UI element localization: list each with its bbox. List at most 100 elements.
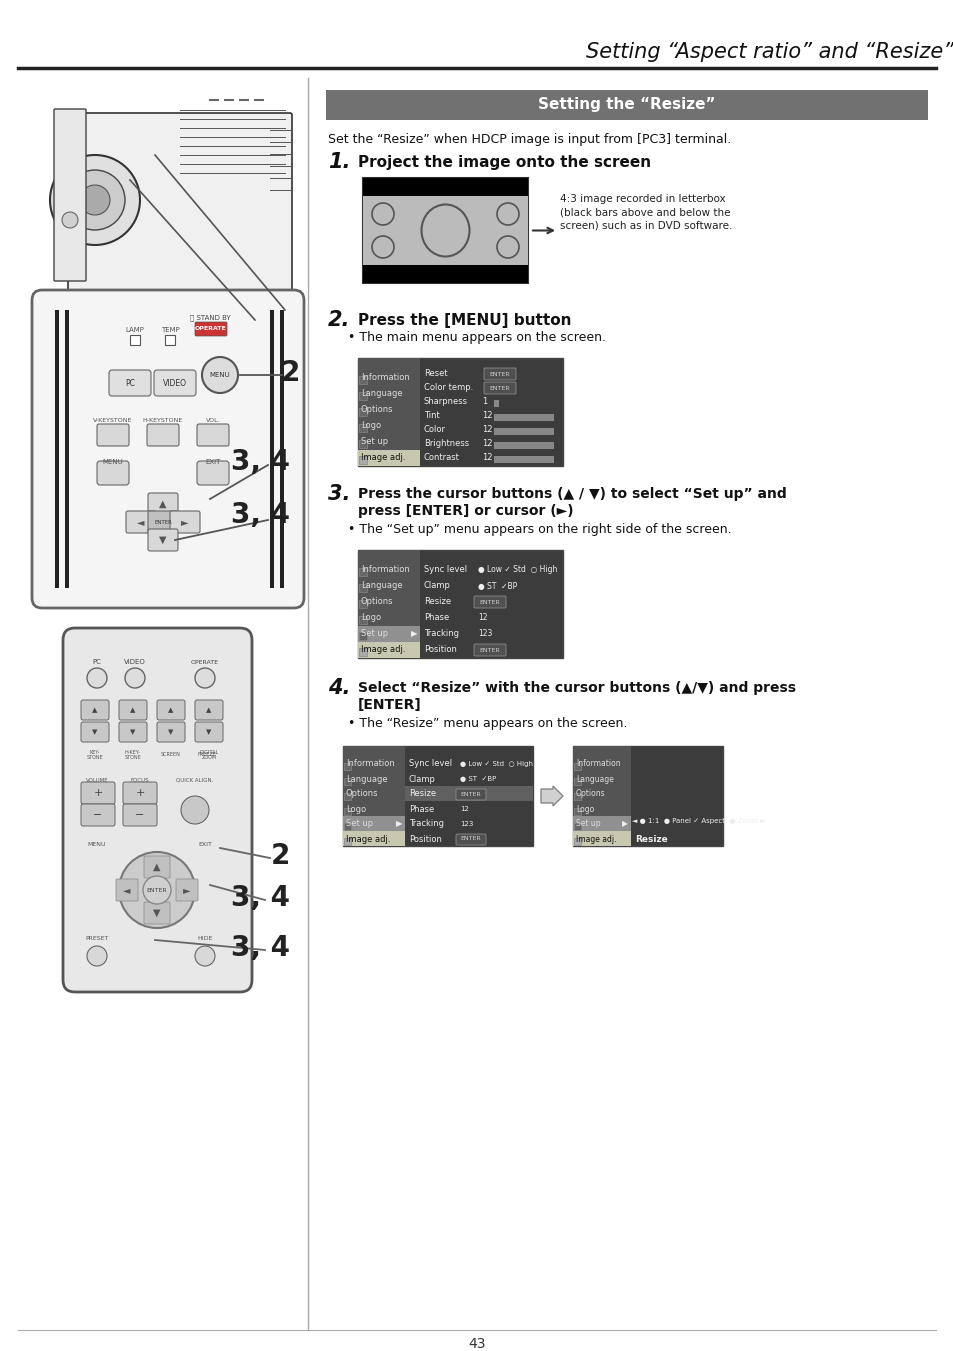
Bar [280,309,284,588]
Text: ◄: ◄ [137,517,145,527]
Text: Sharpness: Sharpness [423,397,468,407]
Text: KEY-
STONE: KEY- STONE [87,750,103,761]
FancyBboxPatch shape [81,721,109,742]
Bar [357,550,562,658]
Text: Sync level: Sync level [423,566,467,574]
FancyBboxPatch shape [123,804,157,825]
Text: PC: PC [125,378,134,388]
Text: ENTER: ENTER [489,385,510,390]
Text: 12: 12 [481,426,492,435]
Text: MENU: MENU [210,372,230,378]
Text: ▼: ▼ [159,535,167,544]
Bar [574,823,580,830]
FancyBboxPatch shape [175,880,198,901]
FancyBboxPatch shape [196,461,229,485]
Text: Logo: Logo [360,422,381,431]
Text: 12: 12 [481,454,492,462]
Circle shape [87,946,107,966]
Text: Set up: Set up [360,438,388,446]
FancyBboxPatch shape [144,857,170,878]
FancyBboxPatch shape [97,424,129,446]
Text: MENU: MENU [103,459,123,465]
FancyBboxPatch shape [456,834,485,844]
Bar [573,746,630,846]
Text: Resize: Resize [409,789,436,798]
FancyBboxPatch shape [196,424,229,446]
Bar [574,793,580,800]
Text: Tracking: Tracking [423,630,458,639]
Text: ▶: ▶ [411,630,416,639]
Text: PC: PC [92,659,101,665]
Bar [494,413,554,422]
FancyBboxPatch shape [63,628,252,992]
Bar [363,178,527,282]
Text: MENU: MENU [88,843,106,847]
Text: +: + [93,788,103,798]
Text: Information: Information [576,759,620,769]
Bar [344,793,351,800]
Text: 123: 123 [477,630,492,639]
Bar [358,600,367,608]
Text: Project the image onto the screen: Project the image onto the screen [357,154,651,169]
Bar [358,424,367,432]
Text: ▼: ▼ [92,730,97,735]
FancyBboxPatch shape [483,367,516,380]
Text: Setting “Aspect ratio” and “Resize”: Setting “Aspect ratio” and “Resize” [585,42,953,62]
Bar [357,626,419,642]
FancyBboxPatch shape [119,700,147,720]
Bar [344,838,351,844]
Text: SCREEN: SCREEN [161,753,181,758]
FancyBboxPatch shape [153,370,195,396]
Text: Brightness: Brightness [423,439,469,449]
Text: Options: Options [346,789,378,798]
Text: Color temp.: Color temp. [423,384,473,393]
Text: H-KEY-
STONE: H-KEY- STONE [125,750,141,761]
Bar [344,823,351,830]
Text: DIGITAL
ZOOM: DIGITAL ZOOM [199,750,218,761]
Text: Contrast: Contrast [423,454,459,462]
Text: VIDEO: VIDEO [124,659,146,665]
Text: EXIT: EXIT [198,843,212,847]
Circle shape [194,667,214,688]
Text: QUICK ALIGN.: QUICK ALIGN. [176,777,213,782]
Text: • The main menu appears on the screen.: • The main menu appears on the screen. [348,331,605,345]
Text: 3, 4: 3, 4 [231,884,290,912]
Text: Image adj.: Image adj. [346,835,390,843]
FancyBboxPatch shape [126,511,156,534]
Text: −: − [93,811,103,820]
Circle shape [119,852,194,928]
FancyBboxPatch shape [474,644,505,657]
Text: TEMP: TEMP [160,327,179,332]
Bar [55,309,59,588]
Text: ▶: ▶ [395,820,402,828]
FancyBboxPatch shape [119,721,147,742]
Text: Information: Information [360,373,410,382]
Text: Image adj.: Image adj. [360,454,405,462]
Bar [270,309,274,588]
Bar [405,786,533,801]
Text: ►: ► [183,885,191,894]
Text: Options: Options [360,405,393,415]
Text: Press the [MENU] button: Press the [MENU] button [357,312,571,327]
Text: Phase: Phase [409,804,434,813]
Text: Press the cursor buttons (▲ / ▼) to select “Set up” and: Press the cursor buttons (▲ / ▼) to sele… [357,486,786,501]
Circle shape [87,667,107,688]
Text: 123: 123 [459,821,473,827]
FancyBboxPatch shape [148,493,178,515]
Text: Clamp: Clamp [409,774,436,784]
Text: ENTER: ENTER [489,372,510,377]
Bar [363,265,527,282]
Text: 3, 4: 3, 4 [231,934,290,962]
Bar [130,335,140,345]
Bar [358,376,367,384]
Text: VOLUME: VOLUME [86,777,109,782]
Bar [358,584,367,592]
Text: 4.: 4. [328,678,350,698]
Bar [65,309,69,588]
Text: 43: 43 [468,1337,485,1351]
Text: 2: 2 [271,842,290,870]
Text: OPERATE: OPERATE [195,327,227,331]
Text: Set the “Resize” when HDCP image is input from [PC3] terminal.: Set the “Resize” when HDCP image is inpu… [328,134,731,146]
Text: Logo: Logo [346,804,366,813]
Text: ►: ► [181,517,189,527]
